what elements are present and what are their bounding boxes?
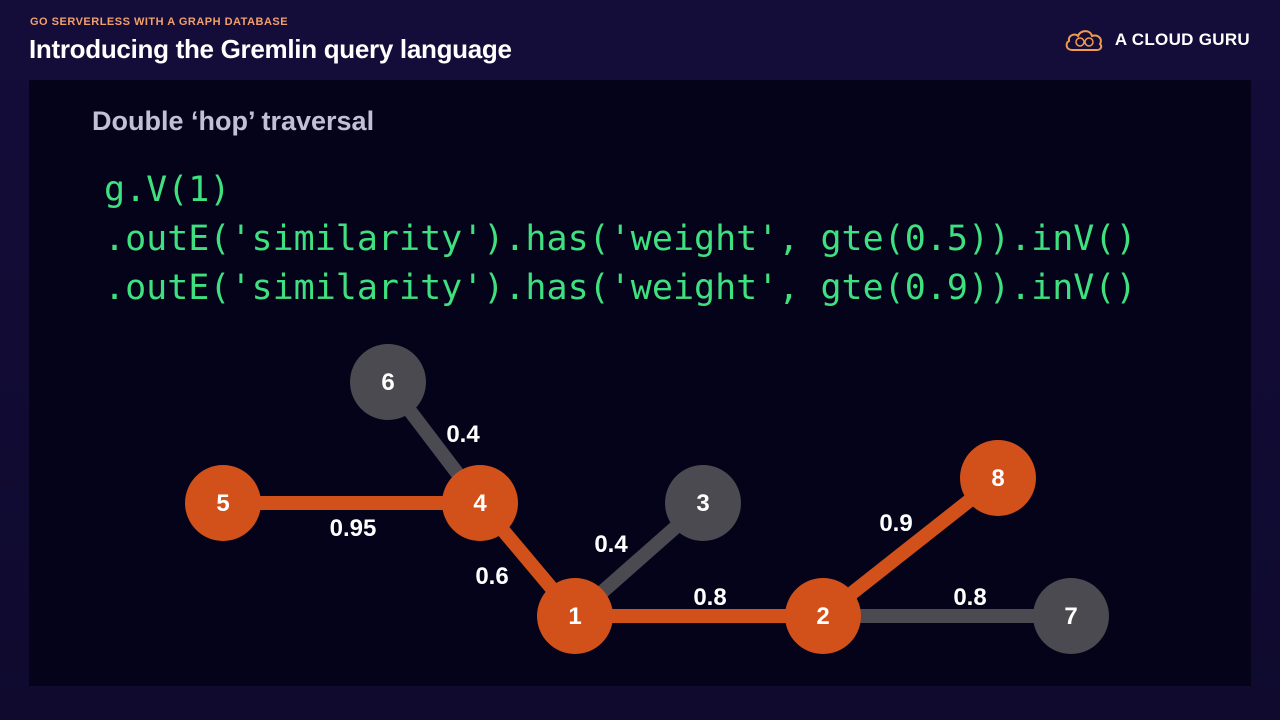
node-4: 4 [442, 465, 518, 541]
node-label: 8 [991, 465, 1004, 492]
node-label: 4 [473, 490, 487, 517]
brand-logo: A CLOUD GURU [1063, 27, 1250, 53]
slide-title: Introducing the Gremlin query language [29, 34, 512, 64]
node-6: 6 [350, 344, 426, 420]
node-circle [442, 465, 518, 541]
code-line: .outE('similarity').has('weight', gte(0.… [104, 219, 1137, 259]
node-2: 2 [785, 578, 861, 654]
node-label: 7 [1064, 603, 1077, 630]
slide-panel: Double ‘hop’ traversal g.V(1) .outE('simi… [29, 80, 1251, 686]
node-8: 8 [960, 440, 1036, 516]
gremlin-code-block: g.V(1) .outE('similarity').has('weight', … [104, 166, 1137, 313]
node-circle [185, 465, 261, 541]
edge-weight-label: 0.95 [330, 515, 377, 542]
node-circle [960, 440, 1036, 516]
node-circle [537, 578, 613, 654]
node-label: 3 [696, 490, 709, 517]
edge-weight-label: 0.8 [693, 584, 726, 611]
edge-weight-label: 0.4 [594, 531, 628, 558]
node-5: 5 [185, 465, 261, 541]
code-line: .outE('similarity').has('weight', gte(0.… [104, 268, 1137, 308]
node-7: 7 [1033, 578, 1109, 654]
node-1: 1 [537, 578, 613, 654]
node-circle [665, 465, 741, 541]
course-kicker: GO SERVERLESS WITH A GRAPH DATABASE [30, 16, 289, 28]
node-3: 3 [665, 465, 741, 541]
cloud-logo-icon [1065, 30, 1103, 51]
node-label: 2 [816, 603, 829, 630]
edge-weight-label: 0.9 [879, 510, 912, 537]
node-circle [1033, 578, 1109, 654]
slide-subtitle: Double ‘hop’ traversal [92, 106, 375, 136]
edge-weight-label: 0.8 [953, 584, 986, 611]
brand-name: A CLOUD GURU [1114, 30, 1250, 49]
node-label: 1 [568, 603, 581, 630]
node-circle [350, 344, 426, 420]
edge-weight-label: 0.6 [475, 563, 508, 590]
node-label: 6 [381, 369, 394, 396]
node-circle [785, 578, 861, 654]
code-line: g.V(1) [104, 170, 231, 210]
edge-weight-label: 0.4 [446, 421, 480, 448]
node-label: 5 [216, 490, 229, 517]
